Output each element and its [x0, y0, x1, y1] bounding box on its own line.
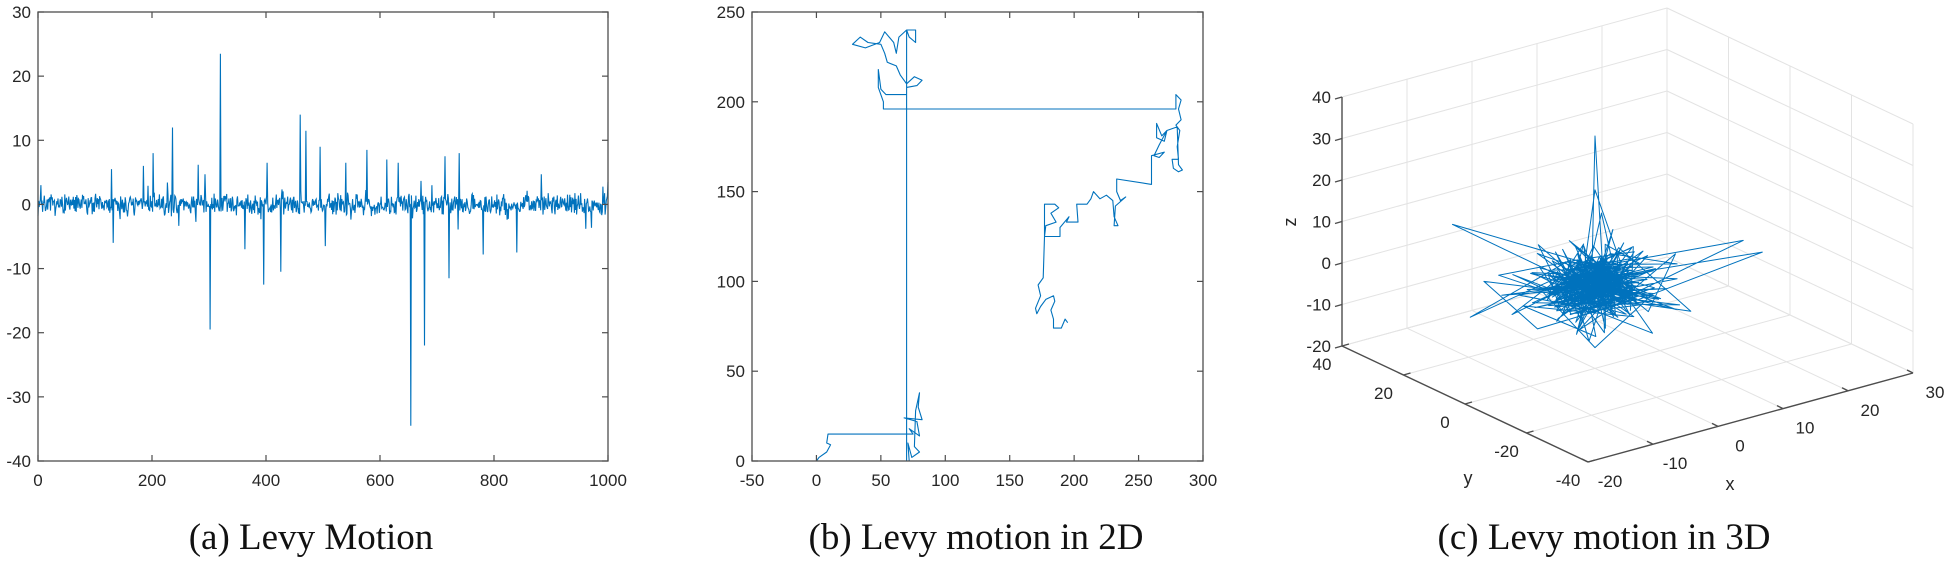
wall-grid-z-right	[1666, 7, 1914, 125]
x-tick-label: 400	[252, 471, 280, 490]
x-tick	[1906, 369, 1914, 374]
floor-grid-y	[1526, 343, 1852, 434]
z-tick-label: 10	[1312, 213, 1331, 232]
y-tick	[1526, 430, 1534, 434]
y-tick-label: -40	[6, 452, 31, 471]
y-tick-label: 200	[717, 93, 745, 112]
x-tick-label: 100	[931, 471, 959, 490]
y-tick-label: 50	[726, 362, 745, 381]
z-tick	[1334, 96, 1343, 100]
z-tick	[1334, 345, 1343, 349]
y-tick-label: 30	[12, 3, 31, 22]
x-tick-label: 600	[366, 471, 394, 490]
walk-path	[815, 29, 1183, 462]
x-tick-label: 30	[1926, 383, 1945, 402]
z-tick-label: -20	[1306, 337, 1331, 356]
z-tick-label: -10	[1306, 296, 1331, 315]
z-tick-label: 40	[1312, 88, 1331, 107]
x-tick	[1841, 387, 1849, 392]
z-tick	[1334, 179, 1343, 183]
x-tick	[1776, 404, 1784, 410]
x-tick-label: 0	[33, 471, 42, 490]
x-tick-label: -50	[740, 471, 765, 490]
x-tick-label: 50	[871, 471, 890, 490]
y-tick	[1587, 459, 1596, 463]
wall-grid-z-right	[1666, 132, 1914, 249]
wall-grid-z-right	[1666, 173, 1914, 291]
caption-c: (c) Levy motion in 3D	[1437, 517, 1771, 558]
floor-grid-y	[1464, 314, 1791, 405]
x-axis-label: x	[1726, 474, 1735, 494]
caption-a: (a) Levy Motion	[188, 517, 434, 558]
panel-a-levy-motion: 0 200 400 600 800 1000 -40 -30 -20 -10 0 10 20 30	[6, 3, 626, 490]
x-tick-label: 200	[138, 471, 166, 490]
x-tick-label: -20	[1598, 472, 1623, 491]
z-tick	[1334, 262, 1343, 266]
series-line	[37, 53, 609, 426]
x-tick	[1581, 458, 1589, 463]
axes-box	[37, 11, 609, 462]
x-tick-label: -10	[1663, 454, 1688, 473]
x-tick-label: 300	[1189, 471, 1217, 490]
x-tick-label: 200	[1060, 471, 1088, 490]
x-tick-label: 800	[480, 471, 508, 490]
y-tick-label: 250	[717, 3, 745, 22]
x-tick-label: 10	[1796, 419, 1815, 438]
wall-grid-z	[1341, 90, 1668, 181]
x-tick-label: 150	[996, 471, 1024, 490]
y-tick-label: 0	[736, 452, 745, 471]
wall-grid-z	[1341, 49, 1668, 139]
x-tick-label: 0	[1735, 436, 1744, 455]
wall-grid-z	[1341, 173, 1668, 264]
y-tick-label: -20	[6, 324, 31, 343]
y-tick-label: -10	[6, 260, 31, 279]
x-tick-label: 250	[1124, 471, 1152, 490]
z-tick-label: 0	[1322, 254, 1331, 273]
y-tick-label: 20	[12, 67, 31, 86]
z-axis-label: z	[1280, 218, 1300, 227]
x-tick-label: 1000	[589, 471, 627, 490]
z-tick-label: 20	[1312, 171, 1331, 190]
x-tick	[1711, 422, 1719, 428]
z-tick	[1334, 220, 1343, 225]
wall-grid-z-right	[1666, 215, 1914, 332]
y-tick	[1464, 401, 1473, 405]
y-tick-label: 20	[1374, 384, 1393, 403]
wall-grid-z-right	[1666, 90, 1914, 208]
x-axis	[1587, 372, 1914, 463]
z-tick	[1334, 303, 1343, 308]
y-axis-label: y	[1464, 468, 1473, 488]
wall-grid-z-right	[1666, 49, 1914, 166]
caption-b: (b) Levy motion in 2D	[808, 517, 1144, 558]
y-tick-label: 10	[12, 131, 31, 150]
z-tick-label: 30	[1312, 130, 1331, 149]
y-tick	[1341, 343, 1350, 347]
y-tick-label: 100	[717, 272, 745, 291]
x-tick	[1646, 440, 1654, 445]
wall-grid-z-right	[1666, 256, 1914, 374]
wall-grid-z	[1341, 7, 1668, 98]
y-tick-label: -40	[1556, 471, 1581, 490]
y-tick	[1403, 372, 1411, 376]
x-tick-label: 20	[1861, 401, 1880, 420]
y-tick-label: 0	[1440, 413, 1449, 432]
wall-grid-z	[1341, 132, 1668, 222]
axes-box	[751, 11, 1204, 462]
y-tick-label: 150	[717, 183, 745, 202]
floor-grid-y	[1403, 285, 1729, 376]
z-tick	[1334, 137, 1343, 142]
y-tick-label: 40	[1313, 355, 1332, 374]
x-tick-label: 0	[812, 471, 821, 490]
panel-c-levy-motion-3d: -20-10010203040-40-2002040-20-100102030y…	[1280, 7, 1945, 494]
y-tick-label: 0	[22, 195, 31, 214]
y-tick-label: -30	[6, 388, 31, 407]
walk-path-3d	[1452, 135, 1763, 349]
y-tick-label: -20	[1494, 442, 1519, 461]
